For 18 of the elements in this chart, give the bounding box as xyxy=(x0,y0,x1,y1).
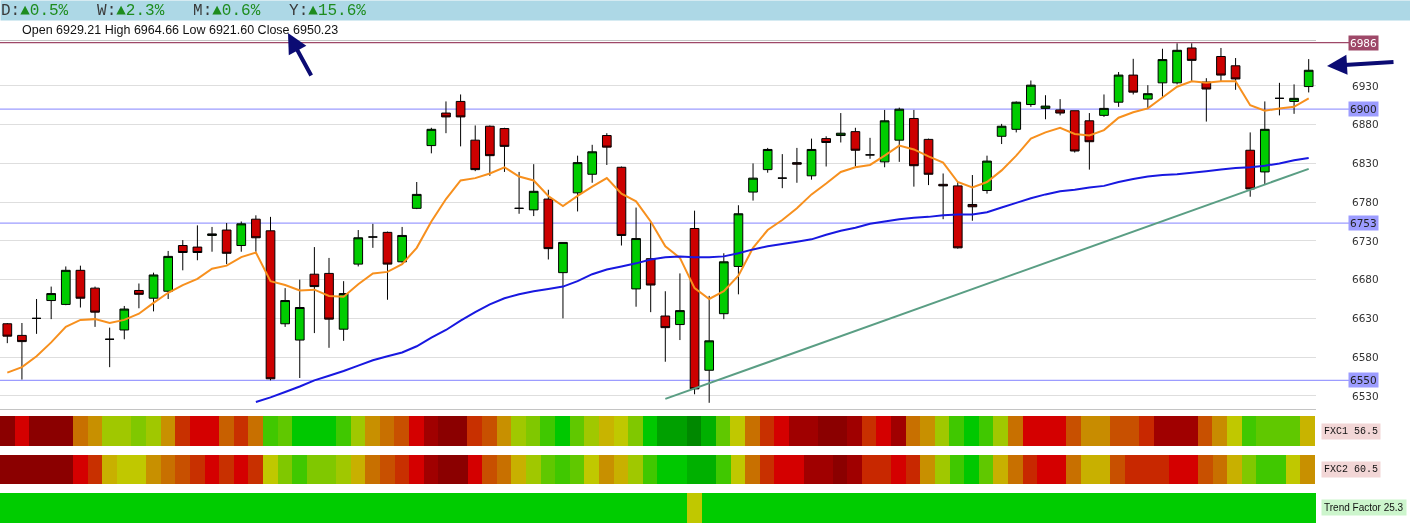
ref-line-label: 6550 xyxy=(1350,374,1377,386)
y-tick-label: FXC1 56.5 xyxy=(1324,426,1379,437)
ref-line-label: 6753 xyxy=(1350,217,1377,229)
y-tick-label: 6780 xyxy=(1352,195,1379,208)
y-tick-label: 6680 xyxy=(1352,273,1379,286)
ref-line-label: 6986 xyxy=(1350,37,1378,49)
chart-title: D:▲0.5% W:▲2.3% M:▲0.6% Y:▲15.6% xyxy=(1,1,366,20)
y-tick-label: 6530 xyxy=(1352,389,1379,402)
y-tick-label: 6830 xyxy=(1352,157,1379,170)
y-tick-label: 6880 xyxy=(1352,118,1379,131)
y-tick-label: Trend Factor 25.3 xyxy=(1324,502,1404,513)
y-tick-label: 6580 xyxy=(1352,350,1379,363)
y-tick-label: 6930 xyxy=(1352,79,1379,92)
y-tick-label: 6630 xyxy=(1352,312,1379,325)
text: Open 6929.21 High 6964.66 Low 6921.60 Close 6950.23 xyxy=(22,23,339,37)
y-tick-label: 6730 xyxy=(1352,234,1379,247)
ref-line-label: 6900 xyxy=(1350,103,1377,115)
y-tick-label: FXC2 60.5 xyxy=(1324,464,1379,475)
